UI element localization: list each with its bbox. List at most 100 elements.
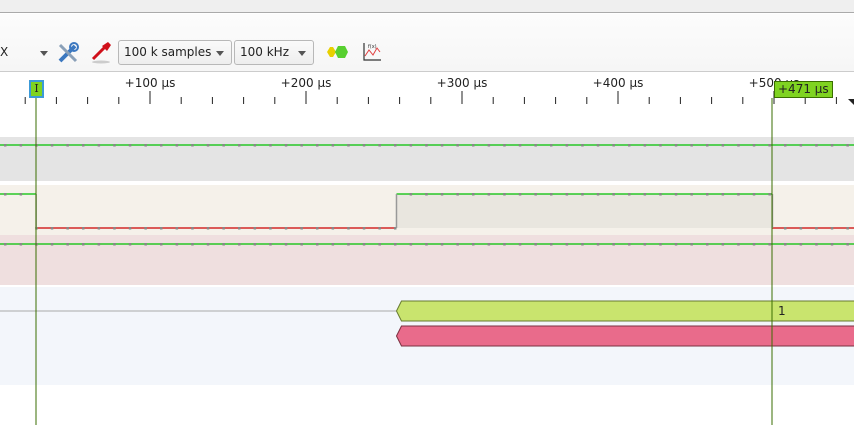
add-decoder-icon[interactable] [327, 45, 351, 59]
sample-dot [721, 243, 725, 246]
time-ruler[interactable]: +100 µs+200 µs+300 µs+400 µs+500 µs [0, 73, 854, 106]
sample-dot [425, 144, 428, 147]
sample-dot [160, 227, 163, 230]
sample-dot [674, 193, 678, 196]
channel-3-band [0, 235, 854, 285]
sample-dot [784, 144, 787, 147]
sample-dot [113, 227, 116, 230]
device-selector-text[interactable]: X [0, 45, 9, 59]
sample-dot [690, 144, 693, 147]
sample-dot [518, 243, 522, 246]
sample-dot [518, 144, 522, 147]
sample-dot [160, 144, 163, 147]
sample-dot [565, 243, 569, 246]
sample-dot [394, 243, 397, 246]
channel-2-high-fill [396, 194, 773, 228]
sample-dot [456, 243, 459, 246]
sample-dot [175, 243, 179, 246]
sample-dot [456, 144, 459, 147]
sample-dot [394, 144, 397, 147]
sample-dot [66, 144, 69, 147]
sample-dot [191, 227, 194, 230]
sample-dot [191, 144, 194, 147]
configure-tools-icon[interactable] [57, 42, 79, 64]
sample-dot [534, 243, 537, 246]
sample-dot [846, 243, 849, 246]
ruler-tick-label: +100 µs [124, 76, 176, 90]
sample-dot [409, 193, 413, 196]
sample-dot [409, 243, 413, 246]
sample-dot [643, 193, 647, 196]
sample-dot [503, 193, 506, 196]
sample-dot [144, 144, 147, 147]
sample-dot [752, 243, 756, 246]
sample-dot [331, 144, 335, 147]
sample-dot [596, 243, 600, 246]
chevron-down-icon [216, 51, 224, 56]
sample-dot [113, 243, 116, 246]
sample-dot [596, 193, 600, 196]
sample-dot [440, 243, 444, 246]
sample-dot [846, 227, 849, 230]
sample-dot [128, 144, 132, 147]
sample-dot [97, 144, 101, 147]
sample-dot [331, 243, 335, 246]
sample-dot [472, 243, 475, 246]
decoder-annotation-bar [395, 325, 854, 347]
chevron-down-icon[interactable] [40, 51, 48, 56]
sample-dot [440, 193, 444, 196]
sample-dot [784, 243, 787, 246]
samples-combo[interactable]: 100 k samples [118, 40, 232, 65]
sample-dot [4, 243, 7, 246]
sample-dot [487, 193, 491, 196]
cursor-delta-label: +471 µs [774, 81, 833, 98]
sample-dot [581, 144, 584, 147]
sample-dot [284, 144, 288, 147]
sample-dot [222, 144, 225, 147]
sample-dot [737, 144, 740, 147]
sample-dot [721, 144, 725, 147]
sample-dot [815, 144, 818, 147]
math-function-icon[interactable]: f(x) [362, 42, 382, 62]
sample-dot [347, 227, 350, 230]
sample-dot [659, 144, 662, 147]
sample-dot [752, 144, 756, 147]
sample-dot [768, 144, 771, 147]
sample-dot [425, 193, 428, 196]
sample-dot [830, 227, 834, 230]
sample-dot [284, 243, 288, 246]
sample-dot [784, 227, 787, 230]
ruler-tick-label: +300 µs [436, 76, 488, 90]
sample-dot [581, 193, 584, 196]
sample-dot [799, 243, 803, 246]
sample-dot [518, 193, 522, 196]
title-bar [0, 0, 854, 13]
sample-dot [581, 243, 584, 246]
sample-dot [534, 193, 537, 196]
sample-dot [721, 193, 725, 196]
sample-dot [269, 227, 272, 230]
sample-dot [300, 227, 303, 230]
sample-dot [206, 227, 210, 230]
trigger-cursor-flag[interactable]: I [29, 80, 44, 98]
probe-icon[interactable] [90, 41, 112, 65]
samplerate-combo[interactable]: 100 kHz [234, 40, 314, 65]
sample-dot [378, 144, 381, 147]
sample-dot [487, 243, 491, 246]
sample-dot [66, 227, 69, 230]
sample-dot [674, 144, 678, 147]
sample-dot [378, 227, 381, 230]
channel-1-band [0, 137, 854, 181]
sample-dot [799, 144, 803, 147]
sample-dot [612, 144, 615, 147]
sample-dot [503, 144, 506, 147]
sample-dot [82, 144, 85, 147]
ruler-tick-label: +400 µs [592, 76, 644, 90]
sample-dot [206, 243, 210, 246]
sample-dot [316, 227, 319, 230]
sample-dot [643, 144, 647, 147]
sample-dot [19, 193, 23, 196]
sample-dot [425, 243, 428, 246]
sample-dot [394, 227, 397, 230]
